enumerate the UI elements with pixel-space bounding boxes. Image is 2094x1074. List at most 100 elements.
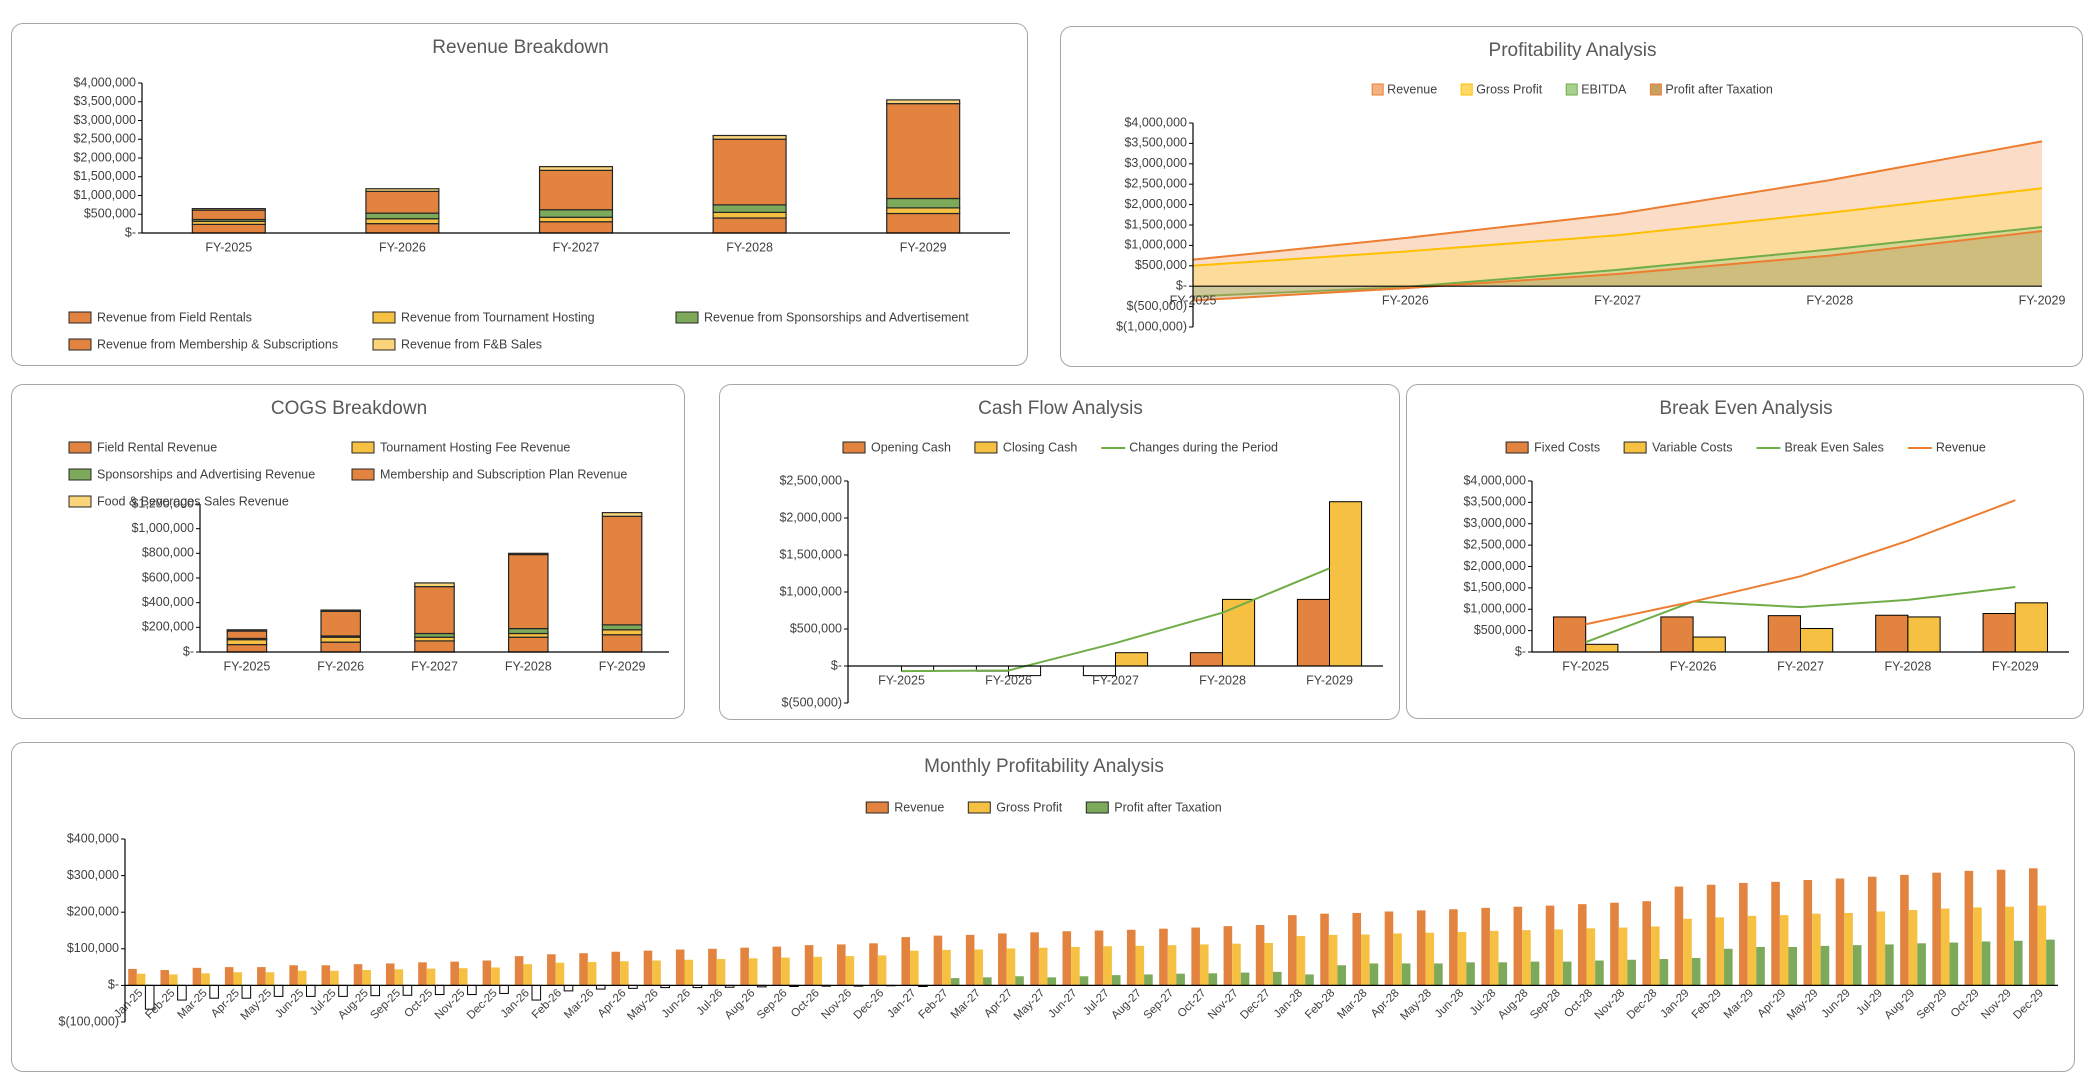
bar-segment — [320, 609, 361, 612]
bar — [1803, 879, 1813, 986]
bar — [910, 950, 919, 986]
bar — [394, 969, 404, 986]
bar — [499, 984, 509, 994]
legend-label: Revenue — [1387, 82, 1437, 96]
bar — [1191, 927, 1200, 986]
bar — [772, 946, 782, 986]
bar — [587, 961, 597, 986]
y-tick-label: $300,000 — [67, 868, 119, 882]
bar — [1552, 616, 1587, 653]
bar — [620, 961, 629, 986]
legend-item: Variable Costs — [1623, 440, 1732, 454]
legend-swatch — [68, 495, 92, 508]
x-tick-label: Oct-27 — [1176, 987, 1209, 1020]
y-tick-label: $400,000 — [142, 595, 194, 609]
y-tick-label: $1,000,000 — [73, 188, 136, 202]
bar — [1006, 948, 1016, 986]
bar-segment — [538, 216, 614, 223]
bar — [1530, 961, 1540, 986]
y-tick-label: $1,000,000 — [131, 521, 194, 535]
bar-segment — [320, 641, 361, 653]
legend-swatch — [1649, 83, 1662, 96]
plot-area — [191, 99, 961, 234]
legend-label: Revenue — [1936, 440, 1986, 454]
x-tick-label: Jun-26 — [660, 987, 693, 1020]
bar — [1964, 870, 1974, 986]
x-tick-label: Nov-27 — [1206, 987, 1241, 1022]
y-tick-label: $200,000 — [142, 620, 194, 634]
bar — [974, 949, 984, 986]
bar-segment — [538, 209, 614, 218]
bar-segment — [538, 166, 614, 171]
bar — [1981, 941, 1991, 986]
x-tick-label: Jul-29 — [1854, 987, 1885, 1018]
legend-label: Variable Costs — [1652, 440, 1732, 454]
legend-item: Changes during the Period — [1101, 440, 1278, 454]
bar — [547, 954, 556, 986]
bar — [708, 948, 717, 986]
bar — [305, 984, 316, 997]
legend-item: Fixed Costs — [1505, 440, 1600, 454]
legend-swatch — [865, 801, 889, 814]
bar — [1627, 959, 1636, 986]
bar — [1466, 962, 1475, 986]
bar — [1973, 907, 1982, 986]
bar — [2005, 906, 2014, 986]
legend-item: Revenue — [1907, 440, 1986, 454]
x-tick-label: FY-2025 — [224, 659, 271, 673]
x-tick-label: FY-2026 — [317, 659, 364, 673]
bar — [1425, 932, 1435, 986]
bar — [458, 968, 468, 986]
x-tick-label: Jun-28 — [1433, 987, 1466, 1020]
bar — [998, 933, 1007, 986]
bar — [233, 972, 243, 986]
bar — [1650, 926, 1660, 986]
bar — [353, 964, 363, 986]
y-tick-label: $3,500,000 — [1124, 136, 1187, 150]
bar — [1434, 963, 1443, 986]
legend-swatch — [68, 311, 92, 324]
bar — [1199, 944, 1209, 986]
bar — [338, 984, 348, 997]
x-tick-label: FY-2029 — [599, 659, 646, 673]
bar — [1585, 643, 1619, 653]
legend: Revenue from Field Rentals Revenue from T… — [68, 310, 969, 351]
bar — [1498, 962, 1508, 986]
legend-swatch — [974, 441, 998, 454]
bar — [1094, 930, 1104, 986]
bar — [965, 934, 975, 986]
bar — [1457, 931, 1467, 986]
bar — [740, 947, 749, 986]
bar — [1272, 971, 1282, 986]
y-tick-label: $1,500,000 — [779, 547, 842, 561]
bar-segment — [508, 627, 549, 635]
legend-label: Field Rental Revenue — [97, 440, 217, 454]
line — [1585, 499, 2016, 626]
bar — [1240, 972, 1250, 986]
bar — [1449, 909, 1458, 986]
x-tick-label: Dec-29 — [2011, 987, 2046, 1022]
chart-title: Monthly Profitability Analysis — [924, 756, 1164, 777]
bar — [1384, 911, 1394, 986]
bar — [1692, 636, 1726, 653]
x-tick-label: Aug-27 — [1109, 987, 1144, 1022]
bar-segment — [712, 217, 787, 234]
y-tick-label: $200,000 — [67, 904, 119, 918]
bar — [136, 973, 146, 986]
x-tick-label: May-29 — [1785, 987, 1821, 1023]
y-tick-label: $800,000 — [142, 546, 194, 560]
x-tick-label: Feb-28 — [1303, 987, 1337, 1021]
bar-segment — [320, 610, 361, 637]
bar-segment — [191, 209, 266, 221]
legend-label: Break Even Sales — [1784, 440, 1883, 454]
x-tick-label: FY-2026 — [1382, 293, 1429, 307]
x-tick-label: Feb-27 — [917, 987, 951, 1021]
bar — [1352, 912, 1362, 986]
x-tick-label: Mar-29 — [1722, 987, 1756, 1021]
bar — [1489, 930, 1499, 986]
legend-item: Tournament Hosting Fee Revenue — [351, 440, 570, 454]
legend-swatch — [842, 441, 866, 454]
bar — [1562, 961, 1572, 986]
y-tick-label: $2,000,000 — [779, 510, 842, 524]
bar — [579, 953, 588, 986]
